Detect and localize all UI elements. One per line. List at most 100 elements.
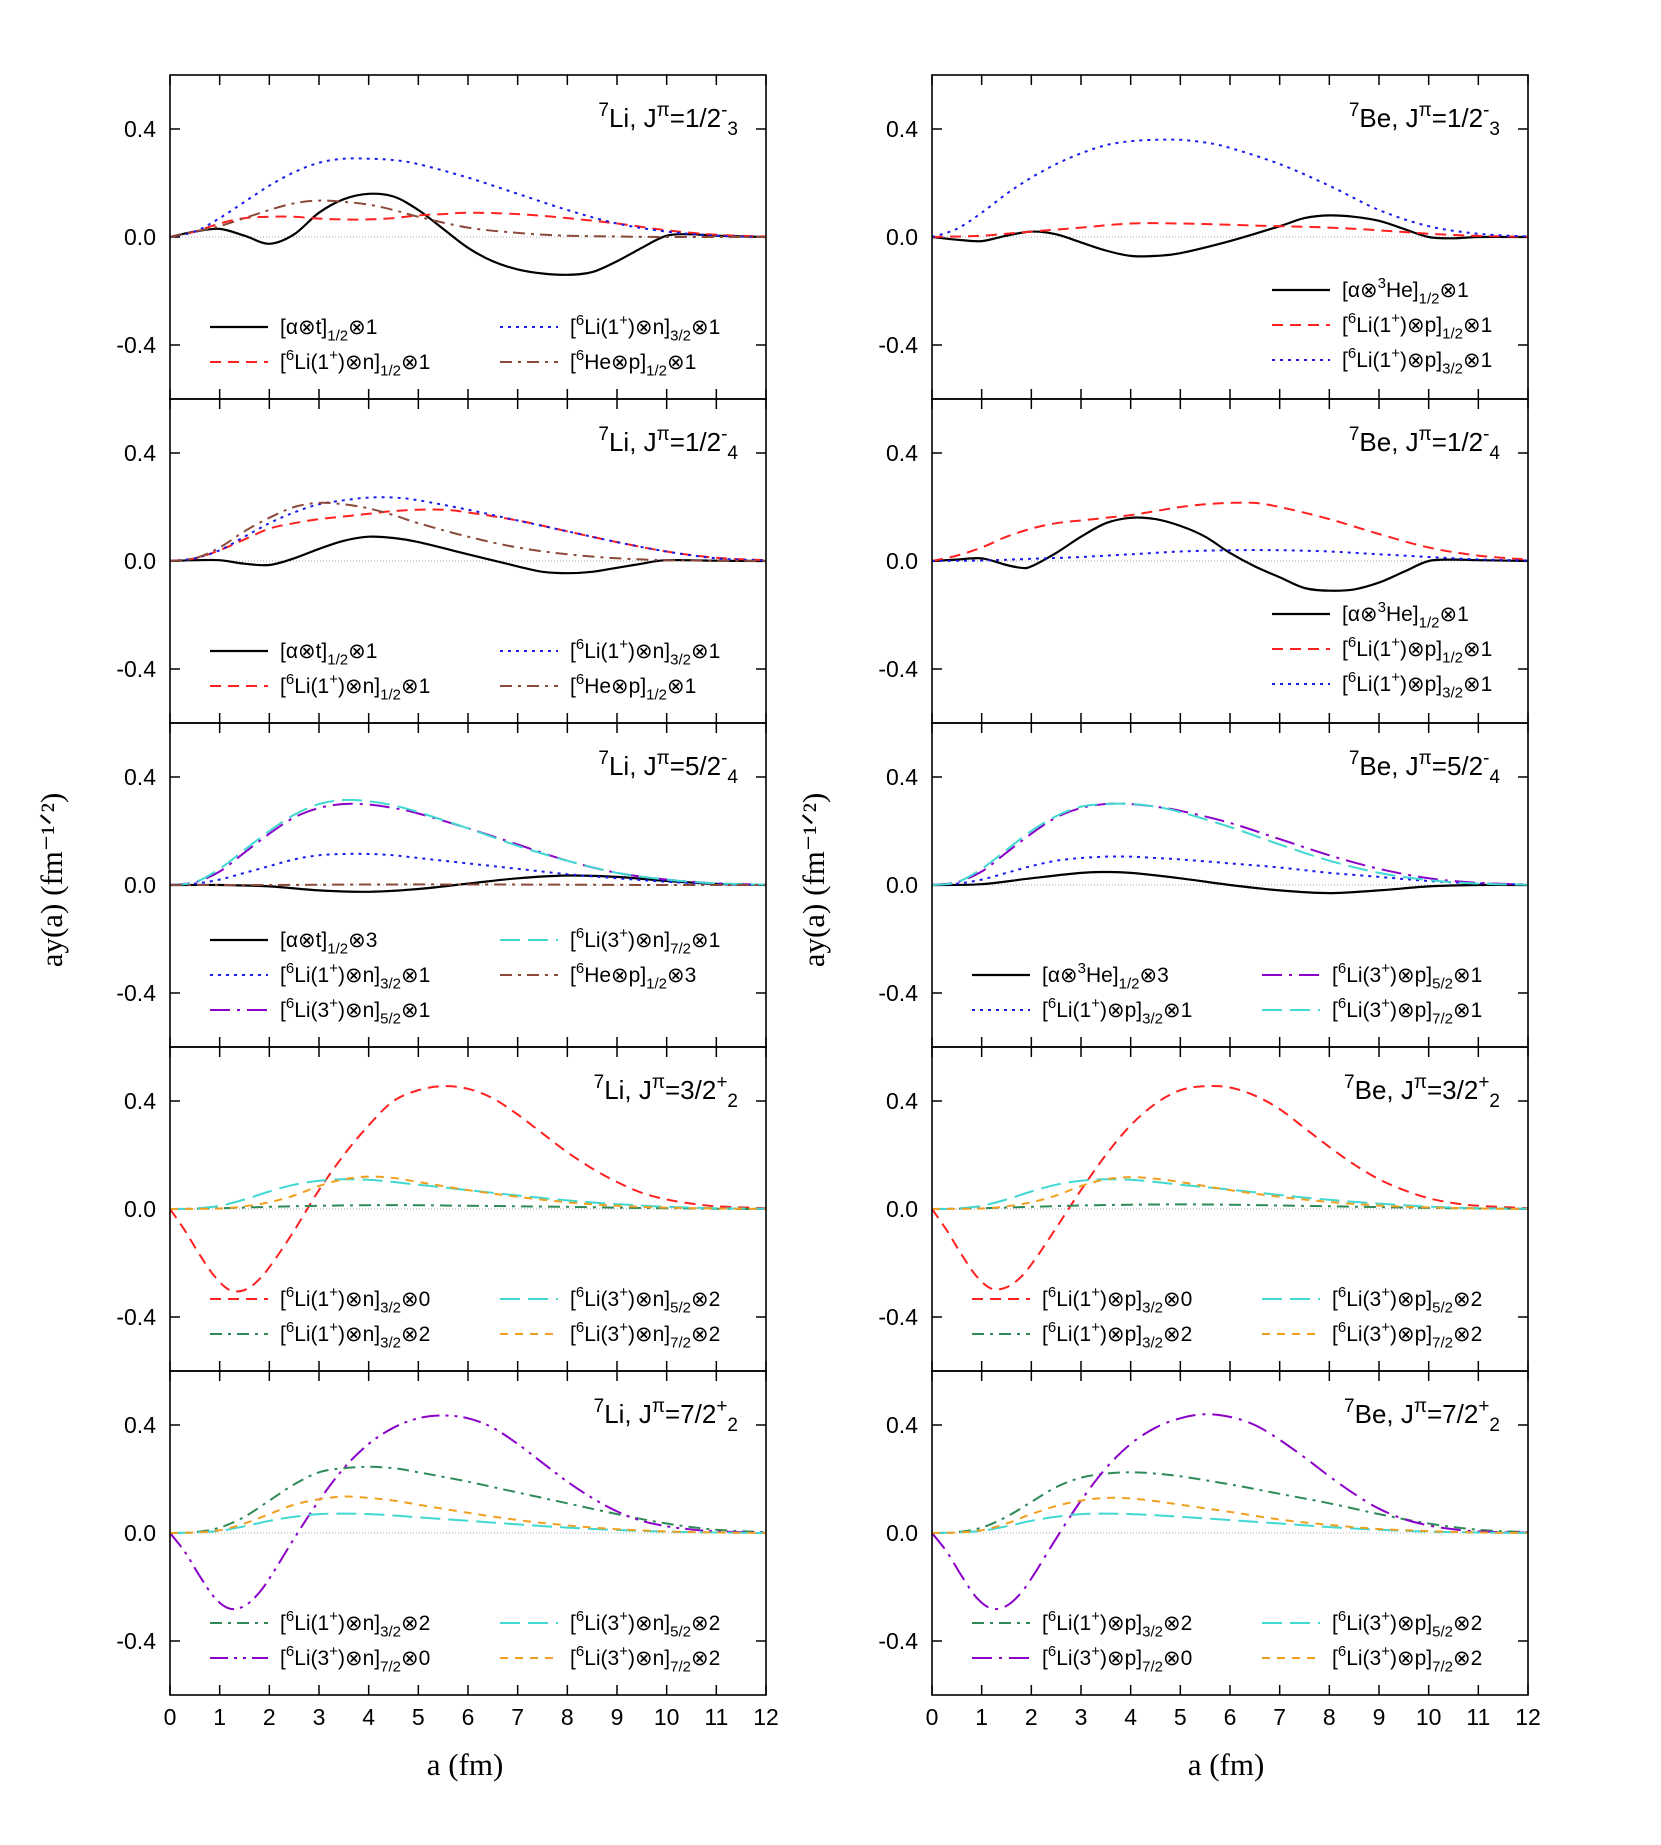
x-tick-label: 6 bbox=[462, 1704, 475, 1730]
legend-label: [6Li(3+)⊗p]7/2⊗0 bbox=[1042, 1643, 1192, 1675]
legend: [6Li(1+)⊗p]3/2⊗2[6Li(3+)⊗p]7/2⊗0 [6Li(3+)… bbox=[972, 1608, 1482, 1675]
series-line-6li-1-n-1-2-1-1 bbox=[170, 508, 766, 562]
panel-title: 7Li, Jπ=1/2-3 bbox=[598, 100, 738, 140]
legend: [6Li(1+)⊗p]3/2⊗0[6Li(1+)⊗p]3/2⊗2 [6Li(3+)… bbox=[972, 1284, 1482, 1351]
x-tick-label: 1 bbox=[213, 1704, 226, 1730]
y-tick-label: 0.0 bbox=[124, 1196, 156, 1222]
y-tick-label: 0.0 bbox=[124, 548, 156, 574]
legend-label: [6He⊗p]1/2⊗1 bbox=[570, 671, 696, 703]
legend-label: [α⊗t]1/2⊗3 bbox=[280, 929, 377, 957]
series-group bbox=[932, 501, 1528, 592]
legend: [α⊗t]1/2⊗1 [6Li(1+)⊗n]1/2⊗1 [6Li(1+)⊗n]3/2… bbox=[210, 636, 720, 703]
y-tick-label: -0.4 bbox=[878, 332, 918, 358]
y-tick-label: -0.4 bbox=[878, 656, 918, 682]
y-tick-label: -0.4 bbox=[116, 656, 156, 682]
y-tick-label: 0.4 bbox=[124, 1088, 156, 1114]
legend-label: [6Li(1+)⊗p]3/2⊗1 bbox=[1042, 995, 1192, 1027]
axis-labels: ay(a) (fm⁻¹ᐟ²) ay(a) (fm⁻¹ᐟ²) a (fm) a (… bbox=[34, 793, 1264, 1782]
panel-title: 7Be, Jπ=1/2-3 bbox=[1349, 100, 1500, 140]
legend-label: [6Li(1+)⊗p]3/2⊗0 bbox=[1042, 1284, 1192, 1316]
x-tick-label: 5 bbox=[1174, 1704, 1187, 1730]
panel-title: 7Be, Jπ=1/2-4 bbox=[1349, 424, 1501, 464]
series-line-t-1-2-1-0 bbox=[170, 192, 766, 276]
x-tick-label: 0 bbox=[926, 1704, 939, 1730]
x-tick-label: 12 bbox=[753, 1704, 779, 1730]
series-line-6li-3-n-7-2-2-3 bbox=[170, 1495, 766, 1534]
legend-label: [6Li(3+)⊗n]5/2⊗2 bbox=[570, 1284, 720, 1316]
legend-label: [6Li(1+)⊗p]1/2⊗1 bbox=[1342, 310, 1492, 342]
legend-label: [6Li(3+)⊗p]5/2⊗2 bbox=[1332, 1284, 1482, 1316]
legend-label: [6Li(1+)⊗n]1/2⊗1 bbox=[280, 347, 430, 379]
y-tick-label: 0.4 bbox=[124, 116, 156, 142]
panel-title: 7Li, Jπ=5/2-4 bbox=[598, 748, 738, 788]
y-tick-label: 0.4 bbox=[886, 764, 918, 790]
series-group bbox=[932, 1413, 1528, 1611]
series-group bbox=[170, 798, 766, 893]
legend: [α⊗3He]1/2⊗1[6Li(1+)⊗p]1/2⊗1[6Li(1+)⊗p]3… bbox=[1272, 275, 1492, 377]
x-tick-label: 3 bbox=[1075, 1704, 1088, 1730]
legend-label: [6Li(1+)⊗n]3/2⊗1 bbox=[570, 636, 720, 668]
y-tick-label: 0.0 bbox=[124, 872, 156, 898]
series-line-6li-1-p-3-2-0-0 bbox=[932, 1084, 1528, 1291]
legend: [α⊗3He]1/2⊗3[6Li(1+)⊗p]3/2⊗1 [6Li(3+)⊗p]5… bbox=[972, 960, 1482, 1027]
x-tick-label: 9 bbox=[611, 1704, 624, 1730]
x-axis-label-left: a (fm) bbox=[427, 1747, 504, 1782]
y-tick-label: -0.4 bbox=[116, 980, 156, 1006]
legend: [6Li(1+)⊗n]3/2⊗0[6Li(1+)⊗n]3/2⊗2 [6Li(3+)… bbox=[210, 1284, 720, 1351]
legend: [α⊗3He]1/2⊗1[6Li(1+)⊗p]1/2⊗1[6Li(1+)⊗p]3… bbox=[1272, 599, 1492, 701]
x-tick-label: 2 bbox=[263, 1704, 276, 1730]
y-tick-label: 0.0 bbox=[124, 1520, 156, 1546]
legend-label: [α⊗t]1/2⊗1 bbox=[280, 316, 377, 344]
x-tick-label: 9 bbox=[1373, 1704, 1386, 1730]
legend-label: [α⊗t]1/2⊗1 bbox=[280, 640, 377, 668]
legend-label: [α⊗3He]1/2⊗1 bbox=[1342, 599, 1469, 631]
series-line-6he-p-1-2-1-3 bbox=[170, 501, 766, 562]
legend-label: [6Li(1+)⊗p]3/2⊗1 bbox=[1342, 345, 1492, 377]
plot-frame bbox=[931, 1370, 1529, 1696]
series-line-6li-1-p-3-2-2-0 bbox=[932, 1471, 1528, 1534]
x-tick-label: 10 bbox=[654, 1704, 680, 1730]
y-tick-label: 0.0 bbox=[886, 1520, 918, 1546]
legend-label: [6Li(3+)⊗p]7/2⊗1 bbox=[1332, 995, 1482, 1027]
y-tick-label: 0.4 bbox=[124, 440, 156, 466]
legend-label: [6Li(3+)⊗n]7/2⊗2 bbox=[570, 1643, 720, 1675]
y-tick-label: -0.4 bbox=[116, 332, 156, 358]
series-line-3he-1-2-1-0 bbox=[932, 516, 1528, 592]
series-line-6li-3-n-7-2-1-3 bbox=[170, 798, 766, 886]
panels: 0.4 0.0 -0.4 7Li, Jπ=1/2-3 [α⊗t]1/2⊗1 [6Li(1+… bbox=[116, 74, 1541, 1730]
x-tick-label: 0 bbox=[164, 1704, 177, 1730]
x-tick-label: 5 bbox=[412, 1704, 425, 1730]
legend-label: [6Li(3+)⊗p]5/2⊗2 bbox=[1332, 1608, 1482, 1640]
y-tick-label: -0.4 bbox=[878, 1628, 918, 1654]
y-tick-label: -0.4 bbox=[116, 1304, 156, 1330]
series-line-6li-1-p-1-2-1-1 bbox=[932, 501, 1528, 562]
series-group bbox=[170, 157, 766, 276]
y-tick-label: 0.4 bbox=[886, 1412, 918, 1438]
y-tick-label: -0.4 bbox=[878, 1304, 918, 1330]
legend-label: [6Li(1+)⊗p]1/2⊗1 bbox=[1342, 634, 1492, 666]
series-group bbox=[170, 1414, 766, 1611]
y-tick-label: 0.0 bbox=[124, 224, 156, 250]
series-line-3he-1-2-1-0 bbox=[932, 214, 1528, 258]
legend-label: [α⊗3He]1/2⊗3 bbox=[1042, 960, 1169, 992]
series-group bbox=[170, 1085, 766, 1293]
x-tick-label: 7 bbox=[511, 1704, 524, 1730]
y-tick-label: 0.0 bbox=[886, 224, 918, 250]
series-line-6li-3-p-7-2-2-3 bbox=[932, 1176, 1528, 1210]
x-tick-label: 1 bbox=[975, 1704, 988, 1730]
series-group bbox=[932, 1084, 1528, 1291]
x-tick-label: 6 bbox=[1224, 1704, 1237, 1730]
series-line-6he-p-1-2-3-4 bbox=[170, 883, 766, 887]
series-line-3he-1-2-3-0 bbox=[932, 870, 1528, 895]
legend-label: [6He⊗p]1/2⊗1 bbox=[570, 347, 696, 379]
panel-title: 7Be, Jπ=7/2+2 bbox=[1344, 1396, 1500, 1436]
legend: [6Li(1+)⊗n]3/2⊗2[6Li(3+)⊗n]7/2⊗0 [6Li(3+)… bbox=[210, 1608, 720, 1675]
series-line-6li-3-n-7-2-2-3 bbox=[170, 1175, 766, 1210]
series-line-6li-1-n-3-2-2-0 bbox=[170, 1465, 766, 1534]
